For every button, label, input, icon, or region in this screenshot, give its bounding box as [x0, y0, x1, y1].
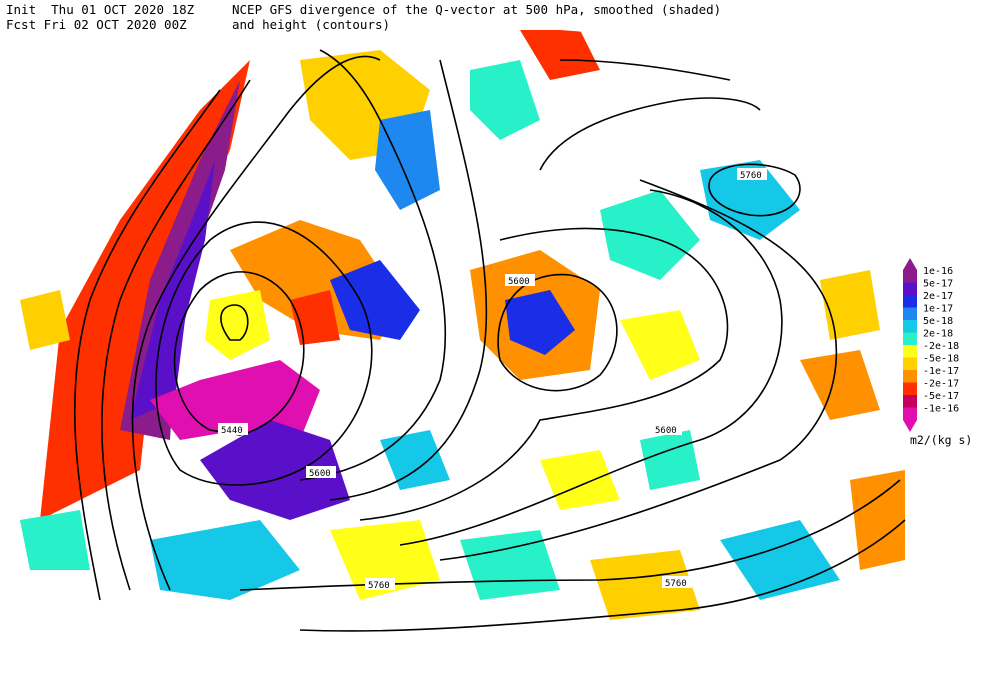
shaded-field	[20, 30, 905, 620]
shade-south-yellow-2	[590, 550, 700, 620]
contour-label: 5440	[221, 426, 243, 436]
shade-east-cyan	[600, 190, 700, 280]
title-line-1: NCEP GFS divergence of the Q-vector at 5…	[232, 2, 722, 17]
shade-south-cyan-3	[720, 520, 840, 600]
contour-label: 5600	[309, 469, 331, 479]
legend-swatch	[903, 307, 917, 320]
legend-units: m2/(kg s)	[910, 433, 973, 447]
legend-swatch	[903, 270, 917, 283]
legend-label: -1e-16	[923, 404, 959, 415]
label-bg	[306, 466, 336, 478]
contour-label: 5600	[655, 426, 677, 436]
legend-label: 1e-16	[923, 266, 953, 277]
legend-arrow-top	[903, 258, 917, 270]
shade-south-cyan	[150, 520, 300, 600]
shade-violet-core	[130, 160, 215, 420]
shade-east-blue	[505, 290, 575, 355]
contour-line	[329, 59, 488, 501]
label-bg	[737, 168, 767, 180]
shade-north-red	[520, 30, 600, 80]
contour-line	[173, 271, 305, 436]
legend-label: -1e-17	[923, 366, 959, 377]
contour-line	[101, 79, 251, 591]
legend-swatch	[903, 370, 917, 383]
label-bg	[662, 576, 692, 588]
shade-south-yellow	[330, 520, 440, 600]
contour-line	[220, 304, 249, 341]
legend-label: -2e-18	[923, 341, 959, 352]
legend-label: -5e-17	[923, 391, 959, 402]
contour-line	[299, 49, 447, 481]
contour-label: 5760	[740, 171, 762, 181]
shade-magenta-core	[150, 360, 320, 440]
legend-swatch	[903, 395, 917, 408]
label-bg	[652, 423, 682, 435]
contour-line	[155, 221, 373, 486]
header-title: NCEP GFS divergence of the Q-vector at 5…	[232, 2, 721, 32]
legend-swatch	[903, 320, 917, 333]
contour-line	[239, 479, 901, 591]
shade-north-blue	[375, 110, 440, 210]
label-bg	[505, 274, 535, 286]
shade-north-cyan	[470, 60, 540, 140]
label-bg	[218, 423, 248, 435]
legend-swatch	[903, 407, 917, 420]
legend-label: 2e-18	[923, 329, 953, 340]
forecast-time: Fcst Fri 02 OCT 2020 00Z	[6, 17, 187, 32]
contour-line	[359, 227, 729, 521]
contour-line	[708, 163, 801, 217]
shade-south-cyan-2	[460, 530, 560, 600]
legend-swatch	[903, 282, 917, 295]
legend-label: 5e-17	[923, 279, 953, 290]
contour-label: 5760	[368, 581, 390, 591]
legend-label: -2e-17	[923, 379, 959, 390]
contour-line	[131, 55, 381, 591]
legend-swatch	[903, 332, 917, 345]
contour-line	[299, 519, 906, 632]
legend-swatch	[903, 357, 917, 370]
legend-label: 1e-17	[923, 304, 953, 315]
legend-arrow-bottom	[903, 420, 917, 432]
contour-line	[539, 97, 761, 171]
contour-line	[559, 59, 731, 81]
legend-swatch	[903, 345, 917, 358]
shade-east-yellow	[620, 310, 700, 380]
legend-label: 2e-17	[923, 291, 953, 302]
shade-central-yellow	[540, 450, 620, 510]
shade-west-yellow	[20, 290, 70, 350]
shade-blue-central	[330, 260, 420, 340]
shade-far-east-orange	[800, 350, 880, 420]
title-line-2: and height (contours)	[232, 17, 391, 32]
shade-central-cyan-2	[640, 430, 700, 490]
contour-label: 5760	[665, 579, 687, 589]
contour-line	[439, 179, 838, 561]
legend-swatch	[903, 382, 917, 395]
contour-labels: 5760 5600 5600 5440 5600 5760 5760	[218, 168, 767, 591]
shade-central-cyan	[380, 430, 450, 490]
shade-west-cyan	[20, 510, 90, 570]
shade-violet-south	[200, 420, 350, 520]
legend-swatch	[903, 295, 917, 308]
shade-far-east-yellow	[820, 270, 880, 340]
shade-south-east-orange	[850, 470, 905, 570]
init-time: Init Thu 01 OCT 2020 18Z	[6, 2, 195, 17]
legend-label: 5e-18	[923, 316, 953, 327]
header-run-info: Init Thu 01 OCT 2020 18Z Fcst Fri 02 OCT…	[6, 2, 194, 32]
contour-line	[399, 189, 783, 546]
shade-yellow-pocket	[205, 290, 270, 360]
contour-line	[73, 89, 221, 601]
contour-label: 5600	[508, 277, 530, 287]
legend-label: -5e-18	[923, 354, 959, 365]
label-bg	[365, 578, 395, 590]
height-contours	[73, 49, 906, 632]
contour-line	[497, 273, 618, 392]
